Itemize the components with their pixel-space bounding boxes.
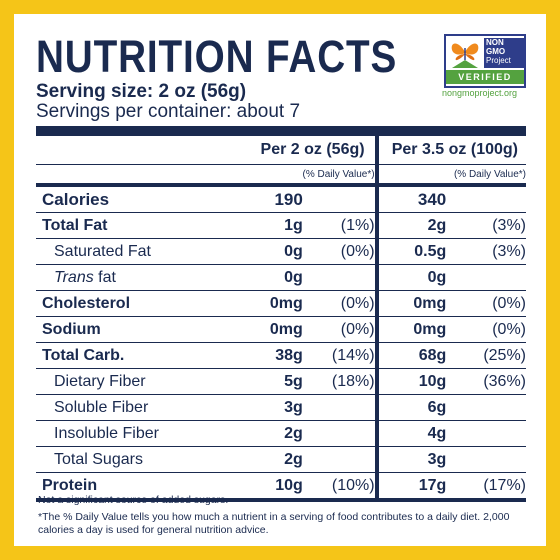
nutrient-row-cholesterol: Cholesterol 0mg (0%) 0mg (0%) xyxy=(36,290,526,317)
amount-per-serving: 2g xyxy=(241,446,303,473)
nutrient-row-total-sugars: Total Sugars 2g 3g xyxy=(36,446,526,473)
dv-per-serving: (1%) xyxy=(302,212,377,239)
trans-italic: Trans xyxy=(54,268,94,286)
amount-per-serving: 2g xyxy=(241,420,303,447)
amount-per-100g: 4g xyxy=(374,420,447,447)
amount-per-100g: 17g xyxy=(374,472,447,502)
dv-per-100g xyxy=(446,420,526,447)
header-blank xyxy=(36,136,241,165)
badge-line-non: NON xyxy=(486,38,504,47)
dv-per-100g: (3%) xyxy=(446,238,526,265)
serving-size: Serving size: 2 oz (56g) xyxy=(36,81,247,102)
amount-per-100g: 3g xyxy=(374,446,447,473)
nutrient-name: Total Sugars xyxy=(36,446,242,473)
dv-per-100g: (25%) xyxy=(446,342,526,369)
amount-per-100g: 68g xyxy=(374,342,447,369)
dv-per-serving xyxy=(302,183,377,213)
amount-per-100g: 0.5g xyxy=(374,238,447,265)
nutrient-name: Calories xyxy=(36,183,242,213)
dv-per-serving: (0%) xyxy=(302,290,377,317)
nutrient-name: Dietary Fiber xyxy=(36,368,242,395)
dv-per-serving: (10%) xyxy=(302,472,377,502)
nutrient-name: Saturated Fat xyxy=(36,238,242,265)
dv-per-100g xyxy=(446,394,526,421)
nutrient-row-trans-fat: Trans fat 0g 0g xyxy=(36,264,526,291)
nutrient-row-total-fat: Total Fat 1g (1%) 2g (3%) xyxy=(36,212,526,239)
butterfly-icon xyxy=(451,43,479,68)
dv-per-serving xyxy=(302,446,377,473)
dv-per-serving: (0%) xyxy=(302,316,377,343)
dv-per-100g: (36%) xyxy=(446,368,526,395)
nutrient-row-insoluble-fiber: Insoluble Fiber 2g 4g xyxy=(36,420,526,447)
nutrient-row-dietary-fiber: Dietary Fiber 5g (18%) 10g (36%) xyxy=(36,368,526,395)
amount-per-serving: 38g xyxy=(241,342,303,369)
column-header-row: Per 2 oz (56g) Per 3.5 oz (100g) xyxy=(36,136,526,165)
amount-per-serving: 0g xyxy=(241,238,303,265)
trans-rest: fat xyxy=(93,268,116,286)
nutrition-facts-title: NUTRITION FACTS xyxy=(36,31,398,82)
nutrient-name: Total Fat xyxy=(36,212,242,239)
nutrient-row-sodium: Sodium 0mg (0%) 0mg (0%) xyxy=(36,316,526,343)
footnote-daily-value: *The % Daily Value tells you how much a … xyxy=(38,511,510,536)
dv-per-100g: (0%) xyxy=(446,290,526,317)
amount-per-100g: 0g xyxy=(374,264,447,291)
amount-per-serving: 1g xyxy=(241,212,303,239)
dv-per-100g xyxy=(446,183,526,213)
servings-per-container: Servings per container: about 7 xyxy=(36,101,301,122)
dv-per-serving: (14%) xyxy=(302,342,377,369)
dv-label-2: (% Daily Value*) xyxy=(374,164,526,185)
header-per-serving: Per 2 oz (56g) xyxy=(260,141,365,158)
amount-per-100g: 340 xyxy=(374,183,447,213)
nutrient-row-protein: Protein 10g (10%) 17g (17%) xyxy=(36,472,526,502)
amount-per-serving: 0mg xyxy=(241,290,303,317)
amount-per-100g: 0mg xyxy=(374,290,447,317)
nutrient-name: Total Carb. xyxy=(36,342,242,369)
dv-per-100g xyxy=(446,446,526,473)
dv-per-100g: (3%) xyxy=(446,212,526,239)
nutrient-name: Protein xyxy=(36,472,242,502)
nutrition-table: Per 2 oz (56g) Per 3.5 oz (100g) (% Dail… xyxy=(36,136,526,502)
badge-line-project: Project xyxy=(486,56,511,65)
footnote-added-sugars: Not a significant source of added sugars… xyxy=(38,494,229,506)
top-thick-divider xyxy=(36,126,526,136)
amount-per-serving: 5g xyxy=(241,368,303,395)
dv-per-100g: (17%) xyxy=(446,472,526,502)
nutrient-row-total-carb: Total Carb. 38g (14%) 68g (25%) xyxy=(36,342,526,369)
header-per-100g: Per 3.5 oz (100g) xyxy=(374,136,526,165)
dv-per-serving xyxy=(302,264,377,291)
badge-verified: VERIFIED xyxy=(446,70,524,84)
nutrient-row-soluble-fiber: Soluble Fiber 3g 6g xyxy=(36,394,526,421)
amount-per-100g: 0mg xyxy=(374,316,447,343)
amount-per-serving: 0g xyxy=(241,264,303,291)
nutrient-name: Soluble Fiber xyxy=(36,394,242,421)
nutrition-label-panel: NUTRITION FACTS Serving size: 2 oz (56g)… xyxy=(14,14,546,546)
subheader-blank xyxy=(36,164,242,185)
nutrient-name: Insoluble Fiber xyxy=(36,420,242,447)
dv-per-100g xyxy=(446,264,526,291)
nutrient-name: Cholesterol xyxy=(36,290,242,317)
dv-per-serving xyxy=(302,420,377,447)
amount-per-100g: 2g xyxy=(374,212,447,239)
nutrient-name: Trans fat xyxy=(36,264,242,291)
dv-per-serving: (18%) xyxy=(302,368,377,395)
dv-label-1: (% Daily Value*) xyxy=(241,164,377,185)
amount-per-100g: 6g xyxy=(374,394,447,421)
non-gmo-badge: NON GMO Project VERIFIED nongmoproject.o… xyxy=(442,34,538,106)
nutrient-row-saturated-fat: Saturated Fat 0g (0%) 0.5g (3%) xyxy=(36,238,526,265)
non-gmo-badge-box: NON GMO Project VERIFIED xyxy=(444,34,526,88)
dv-per-serving xyxy=(302,394,377,421)
non-gmo-text: NON GMO Project xyxy=(484,38,524,68)
amount-per-serving: 10g xyxy=(241,472,303,502)
amount-per-serving: 3g xyxy=(241,394,303,421)
badge-line-gmo: GMO xyxy=(486,47,506,56)
amount-per-serving: 0mg xyxy=(241,316,303,343)
nutrient-name: Sodium xyxy=(36,316,242,343)
amount-per-100g: 10g xyxy=(374,368,447,395)
badge-url: nongmoproject.org xyxy=(442,88,518,98)
dv-per-100g: (0%) xyxy=(446,316,526,343)
nutrient-row-calories: Calories 190 340 xyxy=(36,183,526,213)
amount-per-serving: 190 xyxy=(241,183,303,213)
dv-per-serving: (0%) xyxy=(302,238,377,265)
daily-value-header-row: (% Daily Value*) (% Daily Value*) xyxy=(36,164,526,185)
